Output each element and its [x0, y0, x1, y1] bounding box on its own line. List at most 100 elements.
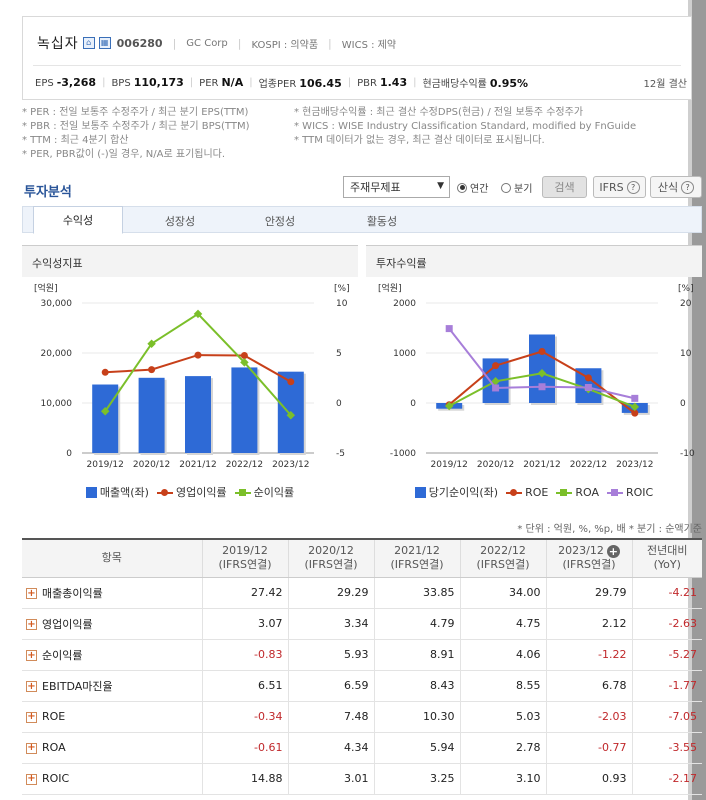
x-tick: 2020/12: [133, 460, 170, 470]
series-point[interactable]: [147, 339, 156, 348]
expand-icon[interactable]: +: [26, 742, 37, 754]
series-point[interactable]: [445, 325, 453, 333]
table-cell: 4.34: [287, 732, 374, 764]
table-cell: -0.77: [545, 732, 632, 764]
series-point[interactable]: [492, 362, 500, 370]
chart-legend: 당기순이익(좌) ROE ROA ROIC: [366, 484, 702, 500]
note-no-ttm: * TTM 데이터가 없는 경우, 최근 결산 데이터로 표시됩니다.: [294, 135, 545, 146]
formula-button[interactable]: 산식 ?: [650, 176, 702, 198]
row-name: ROA: [42, 741, 66, 754]
radio-annual-label: 연간: [470, 184, 489, 195]
table-cell: -2.03: [545, 701, 632, 733]
table-cell: 3.25: [373, 763, 460, 795]
home-icon[interactable]: ⌂: [82, 37, 95, 49]
metric-pbr: PBR 1.43: [357, 76, 408, 89]
metric-eps: EPS -3,268: [35, 76, 97, 89]
row-label[interactable]: + ROE: [22, 701, 202, 733]
tab-growth[interactable]: 성장성: [164, 214, 196, 228]
search-button[interactable]: 검색: [542, 176, 587, 198]
expand-icon[interactable]: +: [26, 649, 37, 661]
radio-selected-icon: [457, 182, 467, 193]
y-right-tick: 10: [680, 349, 692, 359]
expand-icon[interactable]: +: [26, 773, 37, 785]
metric-dividend-yield: 현금배당수익률 0.95%: [422, 77, 529, 90]
analysis-tabs: 수익성 성장성 안정성 활동성: [22, 206, 702, 234]
row-label[interactable]: + 영업이익률: [22, 608, 202, 640]
series-point[interactable]: [194, 351, 202, 359]
divider: |: [172, 36, 177, 50]
table-row: + ROE -0.34 7.48 10.30 5.03 -2.03 -7.05: [22, 701, 702, 733]
panel-title: 수익성지표: [22, 245, 358, 277]
series-point[interactable]: [240, 352, 248, 359]
column-header: 2022/12 (IFRS연결): [459, 539, 546, 578]
expand-icon[interactable]: +: [26, 711, 37, 723]
legend-item[interactable]: ROA: [556, 486, 599, 499]
expand-icon[interactable]: +: [26, 680, 37, 692]
table-header-row: 항목 2019/12 (IFRS연결) 2020/12 (IFRS연결) 2021/…: [22, 539, 702, 578]
legend-item[interactable]: ROE: [506, 486, 548, 499]
row-name: ROIC: [42, 772, 70, 785]
radio-quarter[interactable]: 분기: [501, 180, 532, 195]
expand-icon[interactable]: +: [26, 587, 37, 599]
bar[interactable]: [92, 384, 119, 453]
tab-stability[interactable]: 안정성: [264, 214, 296, 228]
table-cell: 5.94: [373, 732, 460, 764]
series-point[interactable]: [584, 374, 592, 382]
table-cell: 5.93: [287, 639, 374, 671]
table-cell: -0.61: [201, 732, 288, 764]
legend-item[interactable]: 순이익률: [234, 484, 294, 500]
column-header-yoy: 전년대비 (YoY): [631, 539, 702, 578]
expand-icon[interactable]: +: [26, 618, 37, 630]
table-row: + EBITDA마진율 6.51 6.59 8.43 8.55 6.78 -1.77: [22, 670, 702, 702]
ifrs-button[interactable]: IFRS ?: [593, 176, 646, 198]
series-point[interactable]: [492, 384, 500, 392]
series-point[interactable]: [100, 407, 110, 416]
table-cell: 5.03: [459, 701, 546, 733]
row-label[interactable]: + 매출총이익률: [22, 577, 202, 609]
company-summary-card: 녹십자 ⌂ ▦ 006280 | GC Corp | KOSPI : 의약품 |…: [22, 16, 692, 100]
table-cell: 6.78: [545, 670, 632, 702]
tab-profitability[interactable]: 수익성: [33, 206, 123, 234]
series-point[interactable]: [631, 394, 639, 402]
table-cell: -4.21: [631, 577, 702, 609]
x-tick: 2021/12: [179, 460, 216, 470]
column-header-item: 항목: [22, 539, 202, 578]
bar[interactable]: [231, 367, 258, 453]
series-point[interactable]: [631, 409, 639, 417]
table-cell: 3.34: [287, 608, 374, 640]
x-tick: 2023/12: [272, 460, 309, 470]
statement-select[interactable]: 주재무제표 ▼: [343, 176, 450, 198]
tab-activity[interactable]: 활동성: [366, 214, 398, 228]
legend-item[interactable]: 당기순이익(좌): [414, 484, 498, 500]
table-cell: 6.51: [201, 670, 288, 702]
series-point[interactable]: [287, 378, 295, 386]
row-label[interactable]: + ROIC: [22, 763, 202, 795]
legend-item[interactable]: 매출액(좌): [85, 484, 149, 500]
add-column-icon[interactable]: +: [606, 544, 620, 558]
legend-item[interactable]: 영업이익률: [156, 484, 227, 500]
row-name: EBITDA마진율: [42, 679, 113, 693]
y-left-tick: 2000: [393, 299, 416, 309]
row-label[interactable]: + ROA: [22, 732, 202, 764]
series-point[interactable]: [538, 383, 546, 391]
bar[interactable]: [185, 376, 211, 453]
y-left-tick: 1000: [393, 349, 416, 359]
wics-sector: WICS : 제약: [341, 39, 397, 51]
series-point[interactable]: [286, 410, 296, 420]
radio-annual[interactable]: 연간: [457, 180, 488, 195]
series-point[interactable]: [444, 401, 454, 411]
bar[interactable]: [529, 334, 555, 404]
x-tick: 2020/12: [477, 460, 514, 470]
y-right-tick: -5: [336, 449, 345, 459]
series-point[interactable]: [101, 368, 109, 376]
legend-item[interactable]: ROIC: [606, 486, 653, 499]
row-label[interactable]: + 순이익률: [22, 639, 202, 671]
series-point[interactable]: [148, 366, 156, 374]
bar[interactable]: [138, 377, 165, 453]
series-point[interactable]: [538, 348, 546, 355]
series-point[interactable]: [584, 384, 592, 391]
row-label[interactable]: + EBITDA마진율: [22, 670, 202, 702]
y-left-tick: 10,000: [41, 399, 73, 409]
table-cell: -1.22: [545, 639, 632, 671]
building-icon[interactable]: ▦: [98, 37, 111, 49]
